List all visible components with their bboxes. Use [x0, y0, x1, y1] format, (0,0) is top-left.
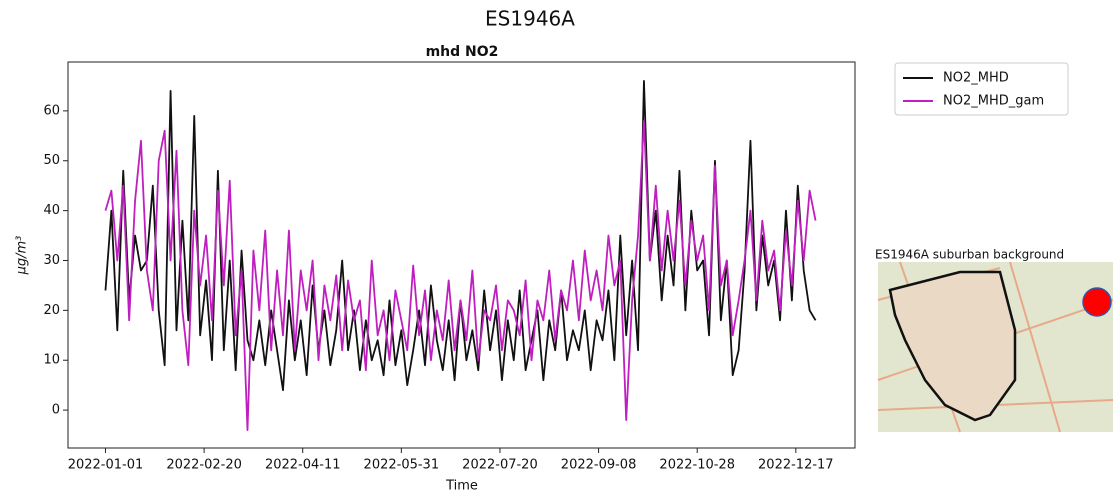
y-tick-label: 60 [43, 103, 60, 118]
x-tick-label: 2022-12-17 [758, 458, 834, 473]
x-tick-label: 2022-04-11 [265, 458, 341, 473]
y-tick-label: 0 [52, 403, 60, 418]
x-tick-label: 2022-10-28 [659, 458, 735, 473]
y-tick-label: 30 [43, 253, 60, 268]
map-label: ES1946A suburban background [875, 248, 1064, 262]
chart: ES1946A mhd NO2 Time μg/m³ ES1946A subur… [0, 0, 1113, 495]
y-axis-label: μg/m³ [15, 236, 30, 276]
x-tick-label: 2022-02-20 [166, 458, 242, 473]
chart-subtitle: mhd NO2 [426, 44, 499, 60]
map-inset: ES1946A suburban background [875, 248, 1113, 433]
x-tick-label: 2022-07-20 [462, 458, 538, 473]
y-tick-label: 10 [43, 353, 60, 368]
x-tick-label: 2022-01-01 [68, 458, 144, 473]
series-line [105, 81, 815, 390]
legend: NO2_MHD NO2_MHD_gam [895, 63, 1068, 115]
chart-title: ES1946A [485, 7, 575, 31]
x-tick-label: 2022-05-31 [364, 458, 440, 473]
station-marker [1083, 288, 1111, 316]
plot-frame [68, 62, 855, 448]
legend-label: NO2_MHD [943, 71, 1009, 86]
y-tick-label: 40 [43, 203, 60, 218]
y-tick-label: 20 [43, 303, 60, 318]
x-axis-label: Time [445, 479, 478, 494]
y-tick-label: 50 [43, 153, 60, 168]
x-tick-label: 2022-09-08 [561, 458, 637, 473]
legend-label: NO2_MHD_gam [943, 94, 1044, 109]
series-line [105, 121, 815, 430]
